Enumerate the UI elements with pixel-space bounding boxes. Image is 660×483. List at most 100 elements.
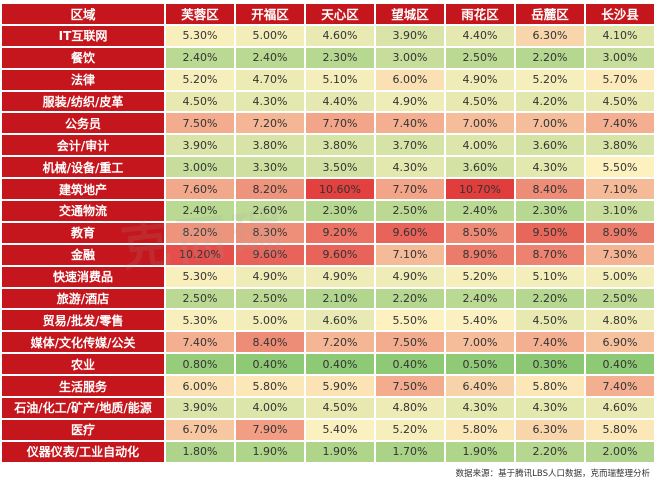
heatmap-cell: 2.20% [376,288,446,311]
heatmap-cell: 2.50% [446,47,516,70]
heatmap-cell: 8.70% [516,244,586,267]
heatmap-cell: 3.80% [236,135,306,158]
heatmap-cell: 2.50% [236,288,306,311]
table-row: 建筑地产 7.60% 8.20% 10.60% 7.70% 10.70% 8.40% 7.10… [2,179,656,202]
heatmap-cell: 4.50% [586,91,656,114]
heatmap-cell: 0.40% [236,354,306,377]
table-row: 服装/纺织/皮革 4.50% 4.30% 4.40% 4.90% 4.50% 4.20% 4.… [2,91,656,114]
heatmap-cell: 9.60% [236,244,306,267]
table-row: 公务员 7.50% 7.20% 7.70% 7.40% 7.00% 7.00% 7.40% [2,113,656,136]
table-row: 会计/审计 3.90% 3.80% 3.80% 3.70% 4.00% 3.60% 3.80% [2,135,656,158]
heatmap-cell: 6.30% [516,25,586,48]
heatmap-cell: 2.30% [306,201,376,223]
row-label: 公务员 [2,113,166,136]
heatmap-cell: 7.30% [586,244,656,267]
table-row: 媒体/文化传媒/公关 7.40% 8.40% 7.20% 7.50% 7.00% 7.40%… [2,332,656,355]
heatmap-cell: 2.20% [516,47,586,70]
heatmap-cell: 4.50% [166,91,236,114]
heatmap-cell: 4.80% [376,398,446,420]
heatmap-cell: 0.30% [516,354,586,377]
heatmap-cell: 6.00% [166,376,236,399]
heatmap-cell: 2.40% [446,201,516,223]
heatmap-cell: 2.20% [516,441,586,464]
row-label: 旅游/酒店 [2,288,166,311]
heatmap-cell: 0.80% [166,354,236,377]
heatmap-cell: 3.80% [586,135,656,158]
heatmap-cell: 5.00% [236,310,306,333]
heatmap-cell: 4.60% [306,25,376,48]
heatmap-cell: 7.00% [446,332,516,355]
heatmap-cell: 5.00% [236,25,306,48]
heatmap-cell: 4.90% [236,266,306,289]
heatmap-cell: 7.10% [586,179,656,202]
heatmap-cell: 7.40% [516,332,586,355]
heatmap-cell: 5.20% [446,266,516,289]
row-label: 医疗 [2,419,166,442]
heatmap-cell: 7.50% [376,332,446,355]
heatmap-cell: 6.40% [446,376,516,399]
heatmap-cell: 10.70% [446,179,516,202]
heatmap-cell: 4.30% [236,91,306,114]
heatmap-cell: 4.30% [376,157,446,180]
heatmap-cell: 7.40% [586,376,656,399]
heatmap-cell: 9.60% [376,222,446,245]
heatmap-cell: 8.40% [236,332,306,355]
table-row: 机械/设备/重工 3.00% 3.30% 3.50% 4.30% 3.60% 4.30% 5.… [2,157,656,180]
heatmap-cell: 3.90% [376,25,446,48]
table-row: 石油/化工/矿产/地质/能源 3.90% 4.00% 4.50% 4.80% 4.30% 4… [2,398,656,420]
heatmap-cell: 5.70% [586,69,656,92]
heatmap-cell: 8.90% [586,222,656,245]
column-header: 芙蓉区 [166,4,236,26]
heatmap-cell: 4.90% [376,266,446,289]
row-label: 石油/化工/矿产/地质/能源 [2,398,166,420]
row-label: 贸易/批发/零售 [2,310,166,333]
heatmap-cell: 3.90% [166,135,236,158]
heatmap-cell: 2.30% [306,47,376,70]
heatmap-cell: 4.00% [236,398,306,420]
heatmap-cell: 8.50% [446,222,516,245]
table-row: 生活服务 6.00% 5.80% 5.90% 7.50% 6.40% 5.80% 7.40% [2,376,656,399]
table-row: 农业 0.80% 0.40% 0.40% 0.40% 0.50% 0.30% 0.40% [2,354,656,377]
row-label: 法律 [2,69,166,92]
heatmap-cell: 4.90% [306,266,376,289]
column-header: 岳麓区 [516,4,586,26]
column-header: 天心区 [306,4,376,26]
heatmap-cell: 7.70% [306,113,376,136]
heatmap-cell: 6.00% [376,69,446,92]
heatmap-cell: 1.90% [306,441,376,464]
heatmap-cell: 5.10% [306,69,376,92]
heatmap-cell: 10.20% [166,244,236,267]
heatmap-cell: 5.80% [236,376,306,399]
heatmap-cell: 3.90% [166,398,236,420]
heatmap-cell: 2.50% [166,288,236,311]
heatmap-cell: 2.40% [446,288,516,311]
heatmap-cell: 3.60% [516,135,586,158]
heatmap-cell: 7.70% [376,179,446,202]
row-label: 交通物流 [2,201,166,223]
heatmap-cell: 5.30% [166,25,236,48]
heatmap-cell: 7.00% [516,113,586,136]
heatmap-cell: 4.30% [446,398,516,420]
heatmap-cell: 3.60% [446,157,516,180]
heatmap-cell: 3.70% [376,135,446,158]
row-label: 快速消费品 [2,266,166,289]
row-label: 生活服务 [2,376,166,399]
heatmap-cell: 4.40% [446,25,516,48]
heatmap-cell: 4.50% [516,310,586,333]
heatmap-cell: 7.50% [166,113,236,136]
row-label: 教育 [2,222,166,245]
heatmap-cell: 2.50% [586,288,656,311]
table-row: 快速消费品 5.30% 4.90% 4.90% 4.90% 5.20% 5.10% 5.00% [2,266,656,289]
heatmap-cell: 5.20% [376,419,446,442]
heatmap-cell: 5.80% [586,419,656,442]
corner-label: 区域 [2,4,166,26]
heatmap-cell: 7.60% [166,179,236,202]
heatmap-cell: 7.40% [376,113,446,136]
heatmap-cell: 6.30% [516,419,586,442]
heatmap-cell: 0.40% [376,354,446,377]
heatmap-cell: 4.90% [376,91,446,114]
heatmap-cell: 4.30% [516,398,586,420]
heatmap-cell: 9.20% [306,222,376,245]
heatmap-table: 区域 芙蓉区 开福区 天心区 望城区 雨花区 岳麓区 长沙县 IT互联网 5.30% 5.00%… [2,4,656,464]
